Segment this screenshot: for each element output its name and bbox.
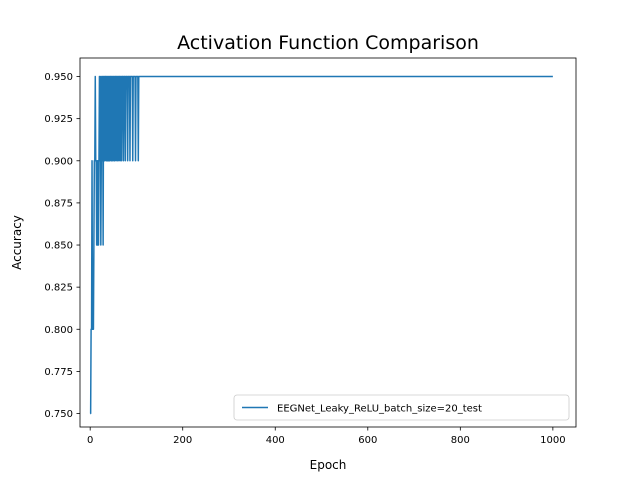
y-axis: 0.750 0.775 0.800 0.825 0.850 0.875 0.900 0.925… (44, 72, 80, 420)
x-axis-label: Epoch (310, 458, 347, 472)
x-tick-label: 600 (358, 435, 377, 446)
y-tick-label: 0.825 (44, 283, 73, 294)
x-tick-label: 0 (87, 435, 93, 446)
y-tick-label: 0.900 (44, 156, 73, 167)
y-tick-label: 0.750 (44, 409, 73, 420)
y-tick-label: 0.875 (44, 198, 73, 209)
series-line-0 (89, 75, 553, 415)
y-tick-label: 0.775 (44, 367, 73, 378)
chart-title: Activation Function Comparison (177, 32, 479, 54)
legend-box (233, 394, 570, 421)
y-axis-label: Accuracy (10, 215, 24, 270)
legend-label-0: EEGNet_Leaky_ReLU_batch_size=20_test (277, 404, 482, 415)
x-tick-label: 400 (266, 435, 285, 446)
x-tick-label: 200 (173, 435, 192, 446)
x-tick-label: 1000 (540, 435, 565, 446)
x-tick-label: 800 (451, 435, 470, 446)
legend: EEGNet_Leaky_ReLU_batch_size=20_test (233, 394, 570, 421)
y-tick-label: 0.925 (44, 114, 73, 125)
y-tick-label: 0.850 (44, 241, 73, 252)
y-tick-label: 0.800 (44, 325, 73, 336)
plot-area (79, 57, 577, 428)
y-tick-label: 0.950 (44, 72, 73, 83)
axes-frame (79, 57, 577, 428)
x-axis: 0 200 400 600 800 1000 (87, 427, 566, 446)
